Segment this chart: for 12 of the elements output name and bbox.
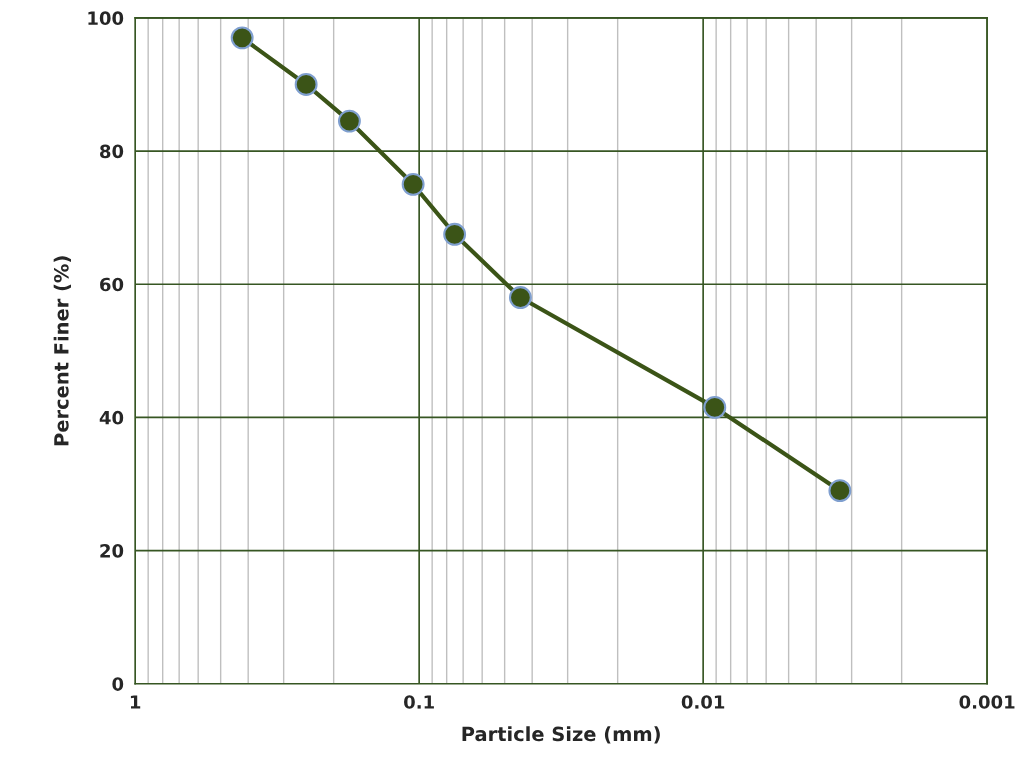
y-axis-title: Percent Finer (%)	[53, 256, 71, 446]
y-tick-label: 20	[100, 544, 124, 558]
x-tick-label: 0.001	[959, 695, 1015, 709]
x-tick-label: 0.01	[681, 695, 725, 709]
y-tick-label: 60	[100, 277, 124, 292]
y-tick-label: 40	[99, 410, 124, 425]
x-tick-label: 0.1	[404, 695, 434, 709]
y-tick-label: 0	[112, 677, 124, 691]
y-tick-label: 100	[88, 11, 124, 25]
y-tick-label: 80	[100, 144, 124, 159]
x-axis-title: Particle Size (mm)	[462, 726, 660, 744]
x-tick-label: 1	[130, 695, 141, 709]
